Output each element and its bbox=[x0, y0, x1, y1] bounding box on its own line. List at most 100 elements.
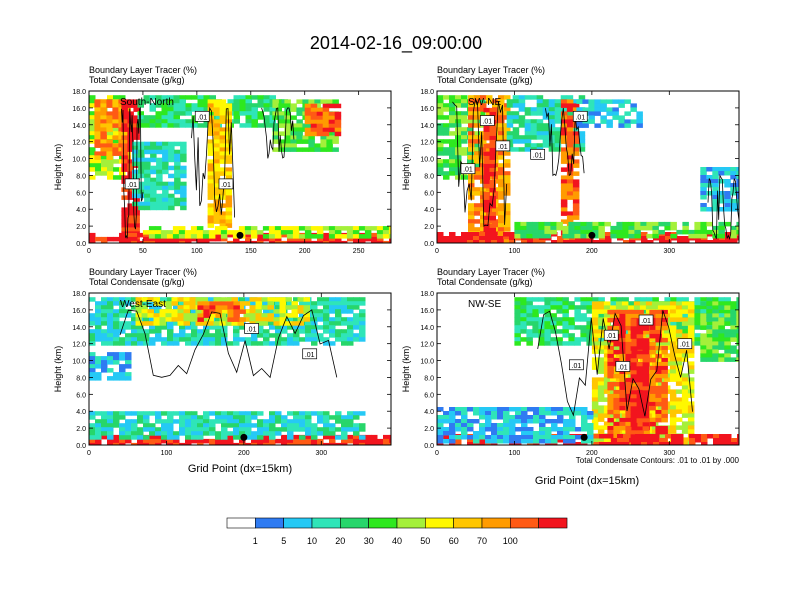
field-cell bbox=[598, 233, 605, 239]
field-cell bbox=[179, 240, 186, 243]
field-cell bbox=[562, 297, 569, 302]
field-cell bbox=[329, 301, 336, 306]
field-cell bbox=[155, 337, 162, 342]
field-cell bbox=[624, 119, 631, 124]
field-cell bbox=[483, 123, 490, 129]
field-cell bbox=[233, 99, 240, 104]
field-cell bbox=[225, 223, 233, 228]
field-cell bbox=[630, 414, 638, 419]
field-cell bbox=[706, 313, 713, 318]
field-cell bbox=[630, 410, 638, 415]
field-cell bbox=[107, 163, 114, 168]
field-cell bbox=[643, 329, 650, 335]
field-cell bbox=[208, 230, 216, 235]
field-cell bbox=[189, 313, 196, 318]
field-cell bbox=[497, 236, 504, 241]
field-cell bbox=[443, 419, 450, 424]
field-cell bbox=[550, 325, 557, 330]
field-cell bbox=[712, 353, 719, 358]
field-cell bbox=[556, 301, 563, 306]
field-cell bbox=[736, 183, 739, 188]
field-cell bbox=[474, 99, 481, 104]
field-cell bbox=[197, 317, 204, 322]
field-cell bbox=[144, 165, 151, 171]
field-cell bbox=[498, 99, 505, 104]
field-cell bbox=[480, 147, 487, 152]
field-cell bbox=[468, 175, 475, 180]
field-cell bbox=[613, 321, 620, 327]
field-cell bbox=[173, 240, 180, 243]
field-cell bbox=[225, 219, 233, 224]
field-cell bbox=[179, 236, 186, 242]
field-cell bbox=[383, 438, 390, 444]
field-cell bbox=[207, 167, 215, 172]
field-cell bbox=[167, 435, 174, 440]
field-cell bbox=[112, 143, 119, 148]
field-cell bbox=[736, 167, 739, 172]
field-cell bbox=[694, 321, 701, 326]
field-cell bbox=[144, 149, 151, 155]
field-cell bbox=[649, 393, 656, 399]
field-cell bbox=[132, 161, 139, 167]
field-cell bbox=[302, 123, 309, 128]
field-cell bbox=[279, 313, 286, 318]
field-cell bbox=[437, 439, 444, 444]
field-cell bbox=[183, 321, 190, 326]
field-cell bbox=[706, 317, 713, 322]
field-cell bbox=[147, 313, 154, 318]
field-cell bbox=[712, 313, 719, 318]
field-cell bbox=[173, 333, 180, 338]
field-cell bbox=[127, 175, 134, 180]
field-cell bbox=[532, 317, 539, 322]
field-cell bbox=[642, 390, 650, 395]
field-cell bbox=[718, 325, 725, 330]
field-cell bbox=[293, 236, 300, 242]
field-cell bbox=[687, 417, 695, 422]
field-cell bbox=[461, 119, 468, 124]
field-cell bbox=[473, 143, 480, 148]
field-cell bbox=[125, 240, 132, 243]
field-cell bbox=[168, 141, 175, 147]
field-cell bbox=[687, 361, 695, 366]
field-cell bbox=[504, 187, 511, 192]
field-cell bbox=[125, 341, 132, 346]
field-cell bbox=[281, 325, 288, 330]
field-cell bbox=[524, 123, 532, 128]
field-cell bbox=[299, 411, 306, 416]
field-cell bbox=[618, 99, 625, 104]
field-cell bbox=[736, 325, 739, 330]
plot-frame bbox=[88, 292, 392, 446]
field-cell bbox=[143, 411, 150, 416]
field-cell bbox=[712, 229, 719, 235]
field-cell bbox=[275, 419, 282, 424]
field-cell bbox=[603, 353, 611, 358]
field-cell bbox=[624, 99, 631, 104]
field-cell bbox=[243, 313, 250, 318]
field-cell bbox=[536, 119, 544, 124]
y-tick-label: 10.0 bbox=[420, 157, 434, 164]
field-cell bbox=[203, 305, 210, 310]
field-cell bbox=[636, 338, 644, 343]
field-cell bbox=[718, 179, 725, 184]
field-cell bbox=[127, 135, 134, 140]
field-cell bbox=[657, 357, 665, 362]
field-cell bbox=[713, 438, 720, 443]
field-cell bbox=[437, 143, 444, 148]
field-cell bbox=[303, 297, 310, 302]
field-cell bbox=[298, 226, 306, 231]
field-cell bbox=[267, 317, 274, 322]
field-cell bbox=[524, 147, 532, 152]
field-cell bbox=[209, 419, 216, 424]
field-cell bbox=[273, 321, 280, 326]
field-cell bbox=[695, 438, 702, 443]
field-cell bbox=[95, 356, 102, 361]
field-cell bbox=[225, 111, 233, 116]
field-cell bbox=[479, 99, 486, 104]
field-cell bbox=[474, 191, 481, 196]
field-cell bbox=[125, 352, 132, 357]
field-cell bbox=[154, 230, 162, 235]
field-cell bbox=[207, 219, 215, 224]
field-cell bbox=[121, 179, 128, 184]
field-cell bbox=[383, 434, 390, 440]
field-cell bbox=[550, 221, 557, 227]
